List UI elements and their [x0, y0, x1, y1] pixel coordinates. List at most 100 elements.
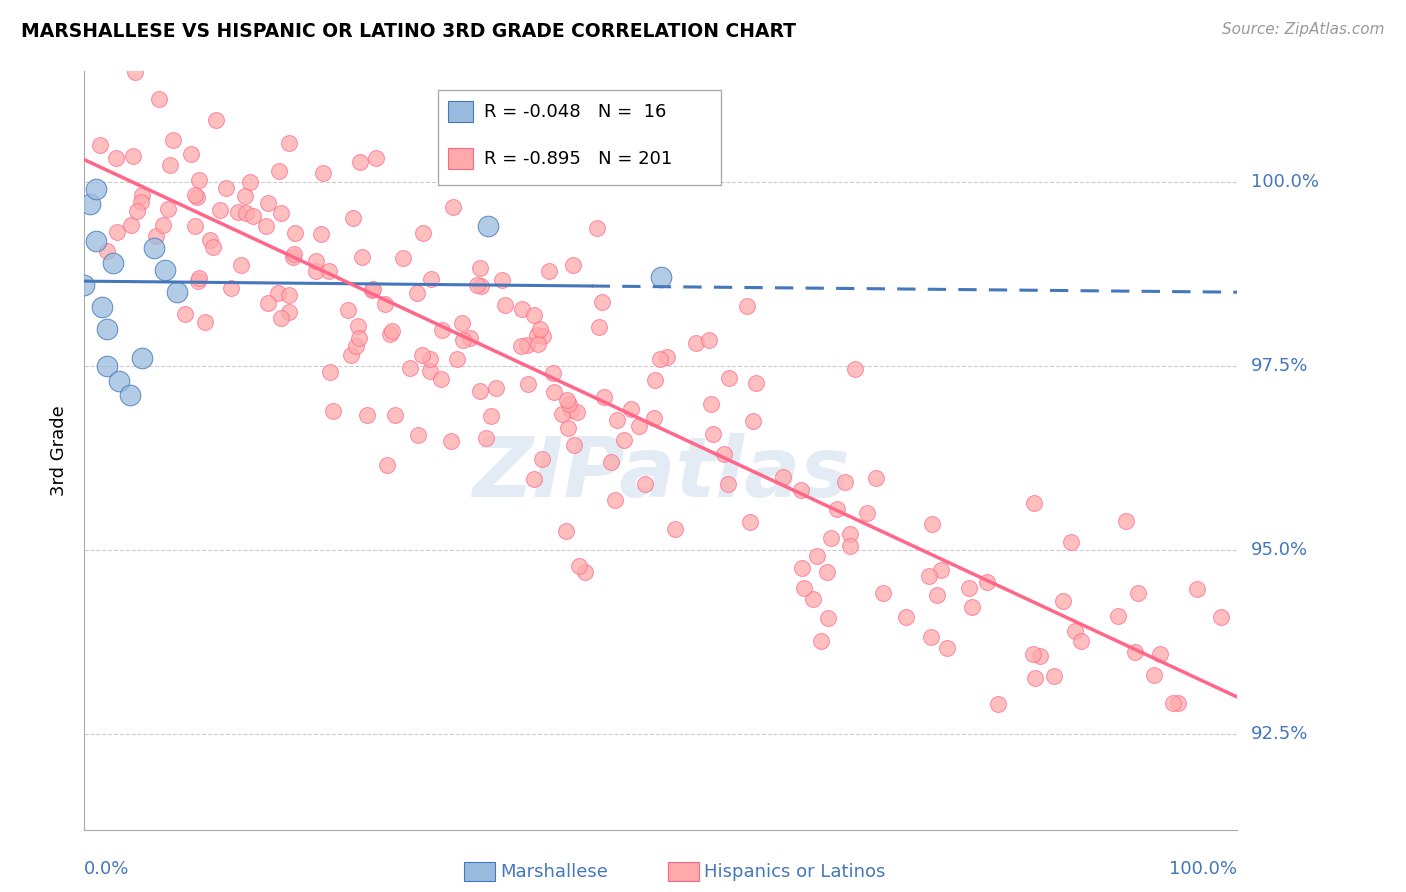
- Point: [412, 226, 434, 240]
- Point: [591, 294, 613, 309]
- Point: [920, 630, 942, 644]
- Text: 97.5%: 97.5%: [1251, 357, 1309, 375]
- Point: [384, 408, 406, 422]
- Point: [1211, 610, 1233, 624]
- Point: [790, 483, 813, 497]
- Point: [896, 610, 918, 624]
- Point: [166, 285, 188, 300]
- Point: [162, 133, 184, 147]
- Point: [157, 202, 180, 217]
- Point: [281, 251, 304, 265]
- Point: [558, 397, 581, 411]
- Point: [124, 65, 146, 79]
- Point: [277, 136, 299, 151]
- Point: [619, 402, 641, 417]
- Point: [697, 334, 720, 348]
- Point: [148, 92, 170, 106]
- Point: [131, 187, 153, 202]
- Point: [336, 302, 359, 317]
- Point: [685, 336, 707, 351]
- Point: [153, 263, 176, 277]
- Point: [319, 365, 342, 379]
- Point: [105, 225, 128, 239]
- Point: [574, 565, 596, 579]
- Point: [399, 361, 422, 376]
- Point: [283, 247, 305, 261]
- Point: [1167, 696, 1189, 710]
- Point: [1064, 624, 1087, 639]
- Point: [235, 206, 257, 220]
- Text: Hispanics or Latinos: Hispanics or Latinos: [704, 863, 886, 881]
- Point: [451, 333, 474, 347]
- Point: [1028, 649, 1050, 664]
- Point: [406, 285, 429, 300]
- Point: [96, 322, 118, 336]
- Point: [537, 263, 560, 277]
- Point: [957, 582, 980, 596]
- Point: [560, 402, 582, 417]
- Point: [613, 433, 636, 447]
- Point: [174, 308, 197, 322]
- Point: [925, 588, 948, 602]
- Point: [233, 189, 256, 203]
- Point: [108, 374, 131, 388]
- Point: [745, 376, 768, 390]
- Point: [1143, 668, 1166, 682]
- Point: [430, 323, 453, 337]
- Point: [90, 300, 112, 314]
- Point: [644, 373, 666, 387]
- Point: [650, 270, 672, 285]
- Point: [718, 370, 741, 384]
- Point: [159, 158, 181, 172]
- Point: [531, 451, 554, 466]
- Point: [921, 516, 943, 531]
- Point: [430, 372, 453, 386]
- Point: [215, 181, 238, 195]
- Point: [648, 352, 671, 367]
- Point: [700, 397, 723, 411]
- Point: [872, 586, 894, 600]
- Point: [468, 384, 491, 398]
- Point: [1042, 669, 1064, 683]
- Point: [446, 351, 468, 366]
- Point: [184, 187, 207, 202]
- Point: [526, 327, 548, 342]
- Point: [346, 319, 368, 334]
- Text: MARSHALLESE VS HISPANIC OR LATINO 3RD GRADE CORRELATION CHART: MARSHALLESE VS HISPANIC OR LATINO 3RD GR…: [21, 22, 796, 41]
- Point: [131, 351, 153, 366]
- Point: [605, 492, 627, 507]
- Point: [344, 339, 367, 353]
- Point: [419, 352, 441, 367]
- Point: [79, 197, 101, 211]
- Point: [1052, 594, 1074, 608]
- Point: [198, 233, 221, 247]
- Point: [184, 219, 207, 233]
- Point: [202, 240, 225, 254]
- Point: [304, 253, 326, 268]
- Point: [342, 211, 364, 225]
- Point: [512, 301, 534, 316]
- Point: [562, 438, 585, 452]
- Point: [491, 272, 513, 286]
- Point: [568, 558, 591, 573]
- Point: [256, 296, 278, 310]
- Point: [89, 137, 111, 152]
- Point: [465, 277, 488, 292]
- Point: [1115, 514, 1137, 528]
- Point: [419, 272, 441, 286]
- Point: [522, 308, 544, 322]
- Point: [73, 277, 96, 292]
- Point: [600, 454, 623, 468]
- Point: [562, 258, 585, 272]
- Text: R = -0.048   N =  16: R = -0.048 N = 16: [485, 103, 666, 120]
- Point: [475, 432, 498, 446]
- Point: [531, 328, 554, 343]
- Point: [231, 258, 253, 272]
- Point: [226, 205, 249, 219]
- Point: [84, 182, 107, 196]
- Point: [1163, 696, 1185, 710]
- Point: [194, 315, 217, 329]
- Point: [375, 458, 398, 472]
- Point: [481, 409, 503, 424]
- Point: [817, 611, 839, 625]
